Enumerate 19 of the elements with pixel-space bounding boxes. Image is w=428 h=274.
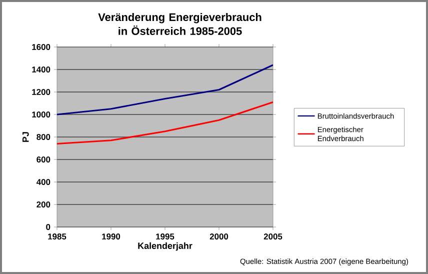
- y-tick-label: 200: [36, 202, 50, 208]
- chart-title: Veränderung Energieverbrauch in Österreich 1985-2005: [98, 13, 262, 35]
- x-axis-title: Kalenderjahr: [138, 242, 192, 251]
- y-tick-label: 1600: [32, 44, 50, 50]
- y-tick-label: 1000: [32, 112, 50, 118]
- x-tick-label: 1995: [156, 234, 174, 240]
- y-tick-label: 400: [36, 179, 50, 185]
- y-axis-title: PJ: [22, 132, 29, 142]
- y-tick-label: 0: [46, 224, 50, 230]
- y-tick-label: 1200: [32, 89, 50, 95]
- y-tick-label: 1400: [32, 66, 50, 72]
- line-series: [57, 101, 274, 145]
- y-tick-label: 600: [36, 156, 50, 162]
- x-tick-label: 1985: [48, 234, 66, 240]
- y-tick-label: 800: [36, 134, 50, 140]
- x-tick-label: 1990: [102, 234, 120, 240]
- x-tick-label: 2005: [264, 234, 282, 240]
- x-tick-label: 2000: [210, 234, 228, 240]
- line-series: [57, 64, 274, 116]
